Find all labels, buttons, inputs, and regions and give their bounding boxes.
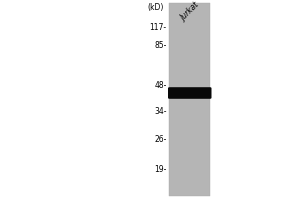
Text: 26-: 26- [154, 134, 167, 144]
Text: 85-: 85- [154, 40, 167, 49]
Text: 48-: 48- [154, 81, 167, 90]
Text: 117-: 117- [149, 22, 167, 31]
Text: Jurkat: Jurkat [178, 1, 201, 23]
Bar [169, 3, 210, 196]
FancyBboxPatch shape [168, 87, 212, 99]
Text: (kD): (kD) [147, 3, 164, 12]
Text: 34-: 34- [154, 106, 167, 116]
Text: 19-: 19- [154, 164, 167, 173]
